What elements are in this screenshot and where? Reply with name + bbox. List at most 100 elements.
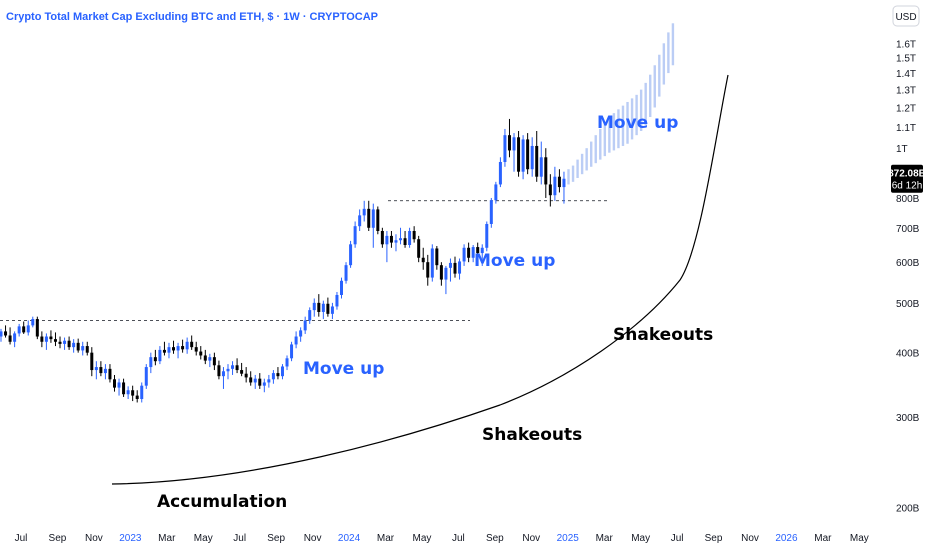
candle-body xyxy=(507,135,511,151)
candle-body xyxy=(557,176,561,188)
candle-body xyxy=(126,390,130,395)
price-badge-value: 872.08B xyxy=(888,169,926,180)
candle-body xyxy=(330,306,334,314)
candle-body xyxy=(285,358,289,367)
candle-body xyxy=(4,331,8,336)
candle-body xyxy=(72,342,76,348)
y-axis: 1.6T1.5T1.4T1.3T1.2T1.1T1T900B800B700B60… xyxy=(896,39,920,514)
candle-body xyxy=(276,373,280,377)
candle-body xyxy=(53,339,57,342)
projection-bar xyxy=(621,105,625,146)
candle-body xyxy=(122,382,126,395)
candle-body xyxy=(308,310,312,321)
candle-body xyxy=(267,379,271,383)
candle-body xyxy=(94,367,98,371)
projection-bar xyxy=(571,165,575,182)
candle-body xyxy=(426,262,430,278)
projection-bar xyxy=(658,54,661,97)
projection-bar xyxy=(671,23,675,66)
candle-body xyxy=(453,262,457,274)
candle-body xyxy=(31,319,35,326)
candle-body xyxy=(22,326,26,333)
annotation-move-up-2: Move up xyxy=(474,251,555,271)
projection-bar xyxy=(644,82,647,125)
candle-body xyxy=(530,145,534,170)
projection-bar xyxy=(639,89,643,131)
candle-body xyxy=(294,336,298,345)
candle-body xyxy=(489,200,493,224)
candle-body xyxy=(521,139,525,172)
candle-body xyxy=(262,382,266,386)
y-tick-label: 1T xyxy=(896,144,908,155)
x-tick-label: 2025 xyxy=(557,533,580,544)
candle-body xyxy=(444,267,448,280)
candle-body xyxy=(353,226,357,245)
candle-body xyxy=(299,330,303,337)
projection-bar xyxy=(649,74,652,117)
candle-layer xyxy=(0,118,566,403)
annotation-accumulation: Accumulation xyxy=(157,492,287,512)
x-tick-label: Nov xyxy=(85,533,103,544)
candle-body xyxy=(303,320,307,331)
candle-body xyxy=(131,390,135,396)
levels-layer xyxy=(0,200,610,321)
candle-body xyxy=(149,357,153,368)
candle-body xyxy=(367,208,371,228)
y-tick-label: 800B xyxy=(896,194,920,205)
candle-body xyxy=(231,365,235,369)
candle-body xyxy=(240,370,244,374)
candle-body xyxy=(226,368,230,372)
candle-body xyxy=(371,209,375,228)
x-tick-label: May xyxy=(850,533,869,544)
candle-body xyxy=(430,248,434,278)
projection-bar xyxy=(580,153,584,175)
projection-bar xyxy=(662,43,666,85)
projection-bar xyxy=(630,98,634,140)
candle-body xyxy=(35,319,39,337)
x-tick-label: Mar xyxy=(158,533,176,544)
x-tick-label: Mar xyxy=(814,533,832,544)
candle-body xyxy=(448,262,452,268)
candle-body xyxy=(176,346,180,351)
x-tick-label: Sep xyxy=(705,533,723,544)
annotation-move-up-1: Move up xyxy=(303,359,384,379)
x-tick-label: Mar xyxy=(377,533,395,544)
candle-body xyxy=(17,326,21,334)
candle-body xyxy=(212,357,216,366)
candle-body xyxy=(221,371,225,377)
projection-bar xyxy=(608,116,611,153)
x-tick-label: Nov xyxy=(741,533,759,544)
candle-body xyxy=(376,209,380,231)
candle-body xyxy=(435,248,439,266)
candle-body xyxy=(517,137,521,172)
candle-body xyxy=(217,365,221,377)
y-tick-label: 400B xyxy=(896,349,920,360)
candle-body xyxy=(244,373,248,378)
candle-body xyxy=(539,157,543,177)
candle-body xyxy=(458,261,462,274)
x-tick-label: Sep xyxy=(267,533,285,544)
candle-body xyxy=(63,340,67,344)
candle-body xyxy=(49,336,53,340)
candle-body xyxy=(99,367,103,374)
x-tick-label: Nov xyxy=(304,533,322,544)
candle-body xyxy=(358,215,362,227)
candle-body xyxy=(385,235,389,245)
x-tick-label: Sep xyxy=(486,533,504,544)
candle-body xyxy=(562,178,566,188)
candle-body xyxy=(13,333,17,342)
projection-bar xyxy=(667,32,670,74)
y-tick-label: 200B xyxy=(896,503,920,514)
candle-body xyxy=(172,347,176,351)
y-tick-label: 500B xyxy=(896,299,920,310)
candle-body xyxy=(335,294,339,307)
candle-body xyxy=(526,139,530,170)
currency-selector[interactable]: USD xyxy=(892,5,920,27)
candle-body xyxy=(412,230,416,240)
candle-body xyxy=(290,344,294,359)
y-tick-label: 1.2T xyxy=(896,103,916,114)
candle-body xyxy=(394,240,398,243)
candle-body xyxy=(280,366,284,377)
projection-bar xyxy=(576,159,579,178)
candle-body xyxy=(235,365,239,371)
